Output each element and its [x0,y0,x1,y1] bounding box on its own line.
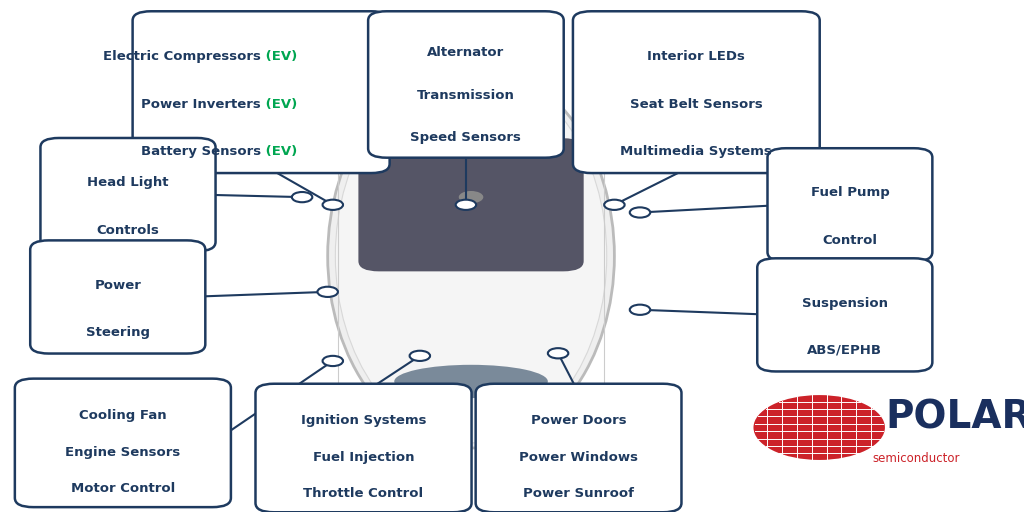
Circle shape [630,207,650,218]
Text: Battery Sensors: Battery Sensors [141,145,261,158]
Text: Controls: Controls [96,224,160,237]
Text: Power Inverters: Power Inverters [141,98,261,111]
Ellipse shape [604,139,655,158]
Text: Speed Sensors: Speed Sensors [411,131,521,144]
Circle shape [317,287,338,297]
Text: Interior LEDs: Interior LEDs [647,50,745,63]
Ellipse shape [336,69,606,443]
Text: (EV): (EV) [261,145,297,158]
Ellipse shape [328,64,614,448]
Circle shape [548,348,568,358]
Text: semiconductor: semiconductor [872,452,961,465]
Circle shape [410,351,430,361]
Text: ABS/EPHB: ABS/EPHB [807,344,883,357]
Circle shape [753,394,886,461]
Circle shape [459,191,483,203]
FancyBboxPatch shape [573,11,819,173]
Circle shape [604,200,625,210]
Ellipse shape [384,83,558,127]
Text: Seat Belt Sensors: Seat Belt Sensors [630,98,763,111]
FancyBboxPatch shape [31,241,205,353]
Text: Electric Compressors: Electric Compressors [103,50,261,63]
FancyBboxPatch shape [475,384,682,512]
Text: Power Doors: Power Doors [530,414,627,427]
Text: Suspension: Suspension [802,296,888,310]
Text: Motor Control: Motor Control [71,482,175,495]
Text: Alternator: Alternator [427,46,505,59]
Text: Throttle Control: Throttle Control [303,487,424,500]
FancyBboxPatch shape [15,379,231,507]
Ellipse shape [561,422,606,433]
Text: Control: Control [822,234,878,247]
Text: Head Light: Head Light [87,176,169,189]
Circle shape [323,356,343,366]
FancyBboxPatch shape [358,138,584,271]
Text: Power: Power [94,279,141,292]
FancyBboxPatch shape [768,148,932,262]
Text: (EV): (EV) [261,98,297,111]
Text: Power Sunroof: Power Sunroof [523,487,634,500]
Circle shape [323,200,343,210]
Text: Engine Sensors: Engine Sensors [66,445,180,459]
Text: (EV): (EV) [261,50,297,63]
Text: Steering: Steering [86,326,150,339]
Text: Fuel Injection: Fuel Injection [312,451,415,464]
FancyBboxPatch shape [40,138,216,251]
Text: Transmission: Transmission [417,89,515,102]
Circle shape [630,305,650,315]
Text: Ignition Systems: Ignition Systems [301,414,426,427]
Circle shape [456,200,476,210]
FancyBboxPatch shape [757,259,932,372]
FancyBboxPatch shape [255,384,471,512]
FancyBboxPatch shape [133,11,390,173]
Text: Multimedia Systems: Multimedia Systems [621,145,772,158]
Text: Cooling Fan: Cooling Fan [79,409,167,422]
Text: Fuel Pump: Fuel Pump [811,186,889,200]
Text: POLAR: POLAR [886,398,1024,436]
Ellipse shape [394,365,548,398]
Ellipse shape [287,139,338,158]
Text: Power Windows: Power Windows [519,451,638,464]
Ellipse shape [336,422,382,433]
Circle shape [292,192,312,202]
FancyBboxPatch shape [369,11,563,158]
